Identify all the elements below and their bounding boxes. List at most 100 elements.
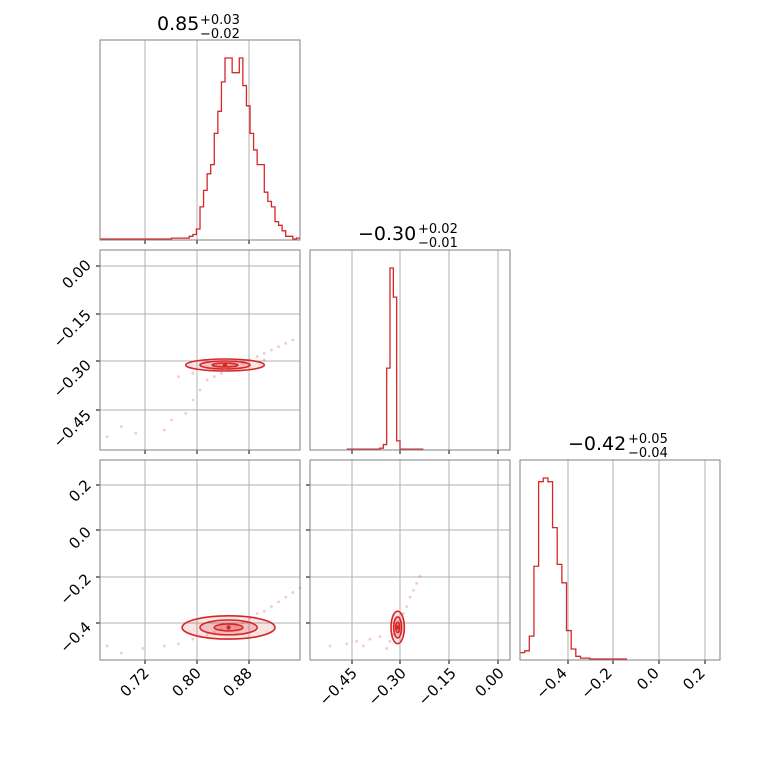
title-param-3-minus: −0.04 [628,446,668,461]
histogram-bar [525,651,530,660]
hist-param-1-frame [99,39,301,241]
hist-param-1-panel [99,39,301,244]
joint-param-1-param-3-panel [96,459,302,664]
sample-point [120,651,123,655]
title-param-2-plus: +0.02 [418,222,458,237]
title-param-3-plus: +0.05 [628,432,668,447]
title-param-1-plus: +0.03 [200,13,240,28]
sample-point [105,435,109,439]
density-peak [226,625,231,630]
histogram-bar [529,636,534,660]
histogram-bar [236,73,240,240]
joint-param-2-param-3-background [310,460,510,660]
hist-param-3-panel [519,459,721,664]
joint-param-1-param-2-frame [99,249,301,451]
sample-point [212,375,216,379]
sample-point [284,341,288,345]
histogram-bar [534,566,539,660]
histogram-bar [562,583,567,660]
sample-point [405,605,409,608]
sample-point [212,630,216,634]
joint-param-2-param-3-panel [306,459,511,664]
sample-point [141,646,145,650]
histogram-bar [232,73,236,240]
sample-point [378,635,382,639]
title-param-2-minus: −0.01 [418,236,458,251]
histogram-bar [257,165,261,240]
sample-point [255,355,259,359]
histogram-bar [539,482,544,660]
sample-point [177,642,180,646]
sample-point [262,609,266,613]
histogram-bar [243,86,247,240]
sample-point [345,642,349,646]
histogram-bar [543,478,548,660]
sample-point [134,431,138,435]
sample-point [184,411,188,415]
hist-param-2-panel [309,249,511,454]
sample-point [270,605,273,608]
joint-param-1-param-2-background [100,250,300,450]
sample-point [262,358,266,362]
histogram-bar [229,58,233,240]
sample-point [270,348,273,352]
sample-point [408,595,412,599]
sample-point [415,581,419,585]
title-param-2-value: −0.30 [358,223,416,245]
sample-point [205,378,209,382]
histogram-bar [553,528,558,660]
histogram-bar [520,653,525,660]
title-param-3: −0.42 +0.05 −0.04 [568,432,668,461]
title-param-2: −0.30 +0.02 −0.01 [358,222,458,251]
sample-point [401,612,405,615]
sample-point [361,644,365,648]
sample-point [328,644,332,648]
sample-point [411,588,415,592]
hist-param-3-background [520,460,720,660]
sample-point [255,612,259,615]
histogram-bar [225,58,229,240]
hist-param-2-background [310,250,510,450]
sample-point [177,375,180,379]
sample-point [291,338,295,342]
joint-param-1-param-3-frame [99,459,301,661]
histogram-bar [211,165,215,240]
joint-param-2-param-3-frame [309,459,511,661]
histogram-bar [548,482,553,660]
joint-param-1-param-2-panel [96,249,301,454]
sample-point [170,418,173,422]
histogram-step-line [346,267,424,450]
sample-point [277,600,280,604]
sample-point [191,371,195,375]
title-param-1-value: 0.85 [157,13,199,35]
sample-point [368,637,372,641]
title-param-1: 0.85 +0.03 −0.02 [157,13,240,42]
sample-point [162,428,166,432]
sample-point [385,646,389,650]
hist-param-2-frame [309,249,511,451]
density-peak [395,625,400,630]
sample-point [388,639,392,643]
sample-point [205,633,209,636]
sample-point [120,425,123,429]
sample-point [418,574,422,578]
title-param-1-minus: −0.02 [200,27,240,42]
histogram-step-line [520,477,627,660]
sample-point [241,621,245,625]
hist-param-3-frame [519,459,721,661]
sample-point [105,644,109,648]
sample-point [198,388,202,392]
density-peak [222,362,228,368]
sample-point [277,345,280,349]
histogram-bar [557,564,562,660]
sample-point [191,398,195,402]
sample-point [355,639,359,643]
sample-point [220,371,223,375]
sample-point [284,595,288,599]
histogram-bar [567,631,572,660]
panels [96,39,721,664]
sample-point [162,644,166,648]
histogram-step-line [100,57,300,240]
sample-point [262,351,266,355]
